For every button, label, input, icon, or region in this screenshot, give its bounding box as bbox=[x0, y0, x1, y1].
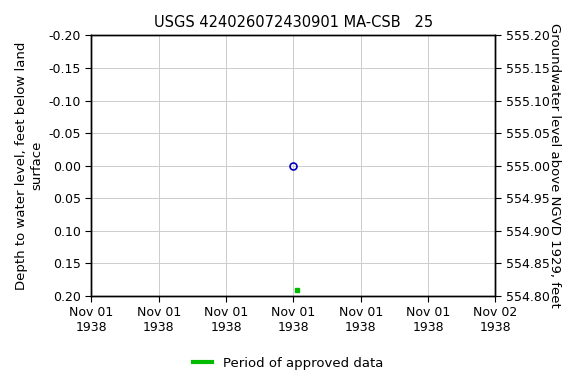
Y-axis label: Groundwater level above NGVD 1929, feet: Groundwater level above NGVD 1929, feet bbox=[548, 23, 561, 308]
Y-axis label: Depth to water level, feet below land
surface: Depth to water level, feet below land su… bbox=[15, 41, 43, 290]
Legend: Period of approved data: Period of approved data bbox=[187, 352, 389, 376]
Title: USGS 424026072430901 MA-CSB   25: USGS 424026072430901 MA-CSB 25 bbox=[154, 15, 433, 30]
